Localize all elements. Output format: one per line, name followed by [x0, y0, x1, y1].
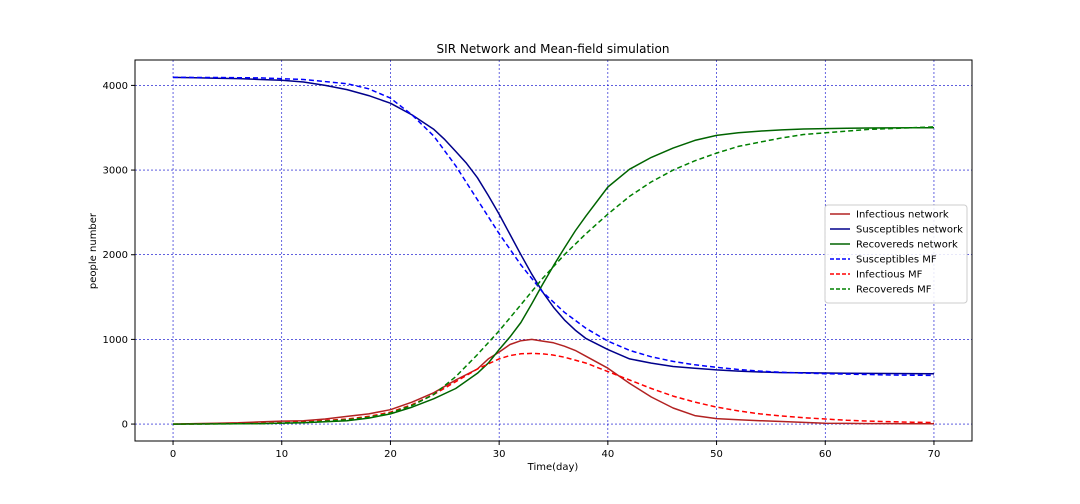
tick-layer: 0 10 20 30 40 50 60 70 0 1000 2000 3000 4000: [103, 81, 941, 460]
series-line-recovereds-network: [172, 126, 935, 425]
legend-box: [824, 204, 968, 304]
series-line-susceptibles-mf: [172, 76, 935, 377]
legend-label: Infectious MF: [856, 270, 923, 281]
legend: Infectious network Susceptibles network Re…: [824, 204, 968, 304]
legend-label: Recovereds MF: [856, 285, 932, 296]
legend-label: Susceptibles network: [856, 225, 963, 236]
plot-frame: [134, 59, 973, 442]
series-layer: [172, 76, 935, 425]
x-tick-label: 20: [384, 449, 397, 460]
y-tick-label: 2000: [103, 250, 128, 261]
x-tick-label: 40: [601, 449, 614, 460]
x-tick-label: 50: [710, 449, 723, 460]
y-tick-label: 1000: [103, 335, 128, 346]
y-tick-label: 0: [122, 420, 128, 431]
legend-label: Recovereds network: [856, 240, 958, 251]
y-axis-title: people number: [88, 212, 99, 289]
legend-label: Susceptibles MF: [856, 255, 937, 266]
x-tick-label: 60: [819, 449, 832, 460]
y-tick-label: 4000: [103, 81, 128, 92]
x-tick-label: 70: [928, 449, 941, 460]
legend-label: Infectious network: [856, 210, 949, 221]
series-line-infectious-network: [172, 338, 935, 425]
chart-title: SIR Network and Mean-field simulation: [437, 42, 670, 56]
x-tick-label: 10: [275, 449, 288, 460]
x-axis-title: Time(day): [527, 462, 579, 473]
x-tick-label: 30: [493, 449, 506, 460]
y-tick-label: 3000: [103, 166, 128, 177]
series-line-infectious-mf: [172, 352, 935, 425]
x-tick-label: 0: [170, 449, 176, 460]
